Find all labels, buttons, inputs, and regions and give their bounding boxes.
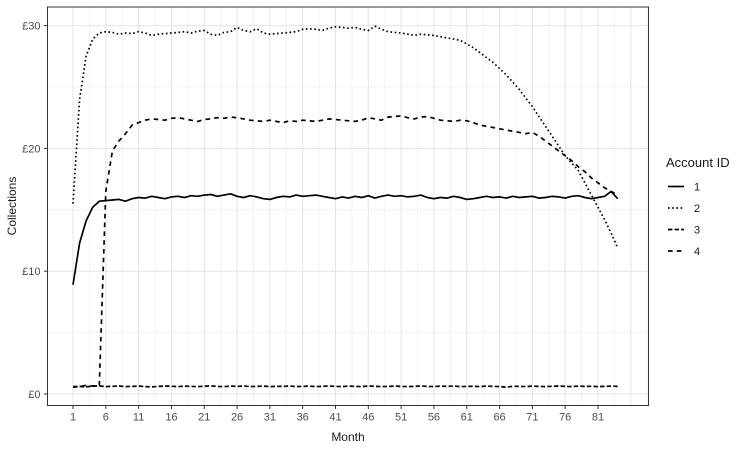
x-tick-label: 71: [526, 412, 538, 424]
series-lines: [72, 25, 619, 389]
series-line-4: [72, 115, 619, 389]
x-tick-label: 11: [133, 412, 144, 424]
x-tick-label: 31: [264, 412, 276, 424]
x-axis-title: Month: [331, 430, 364, 444]
legend-label-1: 1: [694, 182, 700, 194]
panel-border: [47, 6, 649, 406]
series-line-3: [72, 385, 618, 389]
y-tick-label: £0: [28, 389, 40, 401]
legend-label-3: 3: [694, 225, 700, 237]
y-axis-title: Collections: [5, 177, 19, 236]
x-tick-label: 61: [461, 412, 473, 424]
y-tick-label: £10: [22, 266, 40, 278]
gridlines: [47, 7, 649, 406]
y-tick-label: £30: [22, 21, 40, 33]
x-tick-label: 56: [428, 412, 440, 424]
series-line-2: [72, 25, 619, 249]
x-tick-label: 76: [559, 412, 571, 424]
y-tick-label: £20: [22, 143, 40, 155]
series-line-1: [72, 190, 619, 285]
legend-label-4: 4: [694, 246, 700, 258]
x-tick-label: 81: [592, 412, 604, 424]
x-tick-label: 41: [329, 412, 341, 424]
x-tick-label: 1: [70, 412, 76, 424]
legend-title: Account ID: [666, 155, 730, 170]
legend-label-2: 2: [694, 203, 700, 215]
x-tick-label: 46: [362, 412, 374, 424]
legend: Account ID 1 2 3 4: [666, 155, 730, 258]
x-tick-label: 26: [231, 412, 243, 424]
x-tick-label: 51: [395, 412, 407, 424]
x-tick-label: 66: [493, 412, 505, 424]
axis-ticks-and-labels: 1 6 11 16 21 26 31 36 41 46 51 56 61 66 71 76 81£0£10£20…: [22, 21, 604, 424]
x-tick-label: 21: [198, 412, 210, 424]
x-tick-label: 36: [297, 412, 309, 424]
x-tick-label: 16: [165, 412, 177, 424]
x-tick-label: 6: [103, 412, 109, 424]
